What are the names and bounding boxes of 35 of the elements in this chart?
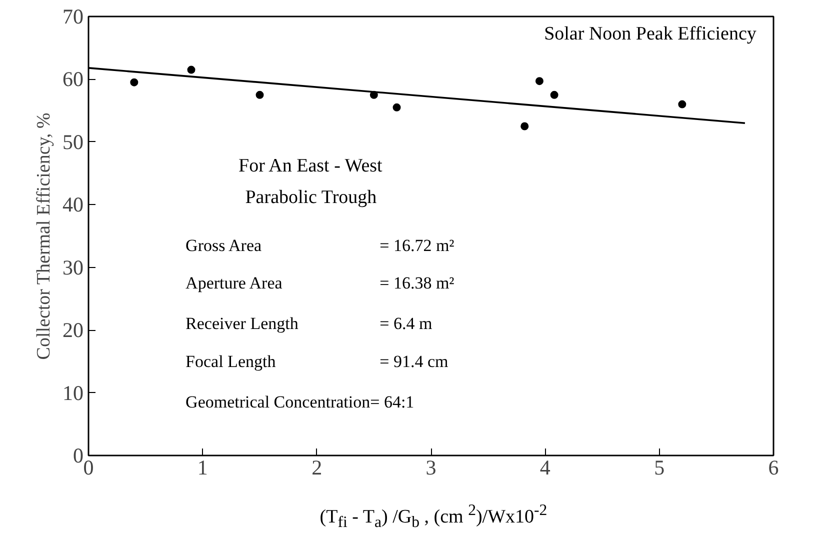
point bbox=[187, 66, 196, 74]
point bbox=[535, 77, 544, 86]
y-tick-label: 70 bbox=[62, 4, 84, 28]
annotation: Focal Length bbox=[186, 352, 276, 371]
annotation: = 16.72 m² bbox=[380, 236, 454, 255]
annotation: = 6.4 m bbox=[380, 314, 432, 334]
x-tick-label: 5 bbox=[654, 456, 665, 480]
y-tick-label: 10 bbox=[62, 380, 84, 405]
y-tick-label: 40 bbox=[62, 192, 84, 217]
annotation: Parabolic Trough bbox=[245, 186, 378, 208]
text: (T$_{fi}$ - T$_{a}$) /G$_{b}$ , (cm $^{2}$)/Wx10$^{-2}$ bbox=[320, 502, 548, 532]
point bbox=[392, 103, 401, 112]
annotation: = 16.38 m² bbox=[380, 273, 454, 292]
y-tick-label: 30 bbox=[62, 255, 84, 280]
y-tick-label: 60 bbox=[62, 67, 84, 92]
point bbox=[678, 100, 686, 108]
x-tick-label: 2 bbox=[312, 456, 322, 480]
x-tick-label: 4 bbox=[540, 456, 551, 480]
point bbox=[520, 122, 529, 130]
y-tick-label: 20 bbox=[62, 318, 84, 342]
y-tick-label: 50 bbox=[62, 130, 84, 154]
annotation: For An East - West bbox=[238, 155, 384, 176]
y-axis-title: Collector Thermal Efficiency, % bbox=[34, 112, 54, 360]
annotation: Aperture Area bbox=[186, 273, 283, 292]
point bbox=[550, 90, 558, 99]
annotation: Gross Area bbox=[186, 236, 262, 255]
annotation: = 91.4 cm bbox=[380, 352, 448, 371]
annotation: Solar Noon Peak Efficiency bbox=[544, 24, 757, 45]
point bbox=[256, 90, 264, 99]
point bbox=[130, 78, 138, 86]
x-tick-label: 6 bbox=[768, 456, 779, 480]
annotation: Geometrical Concentration= 64:1 bbox=[186, 392, 414, 412]
x-tick-label: 1 bbox=[197, 456, 208, 480]
x-tick-label: 3 bbox=[426, 456, 436, 480]
annotation: Receiver Length bbox=[186, 314, 299, 334]
